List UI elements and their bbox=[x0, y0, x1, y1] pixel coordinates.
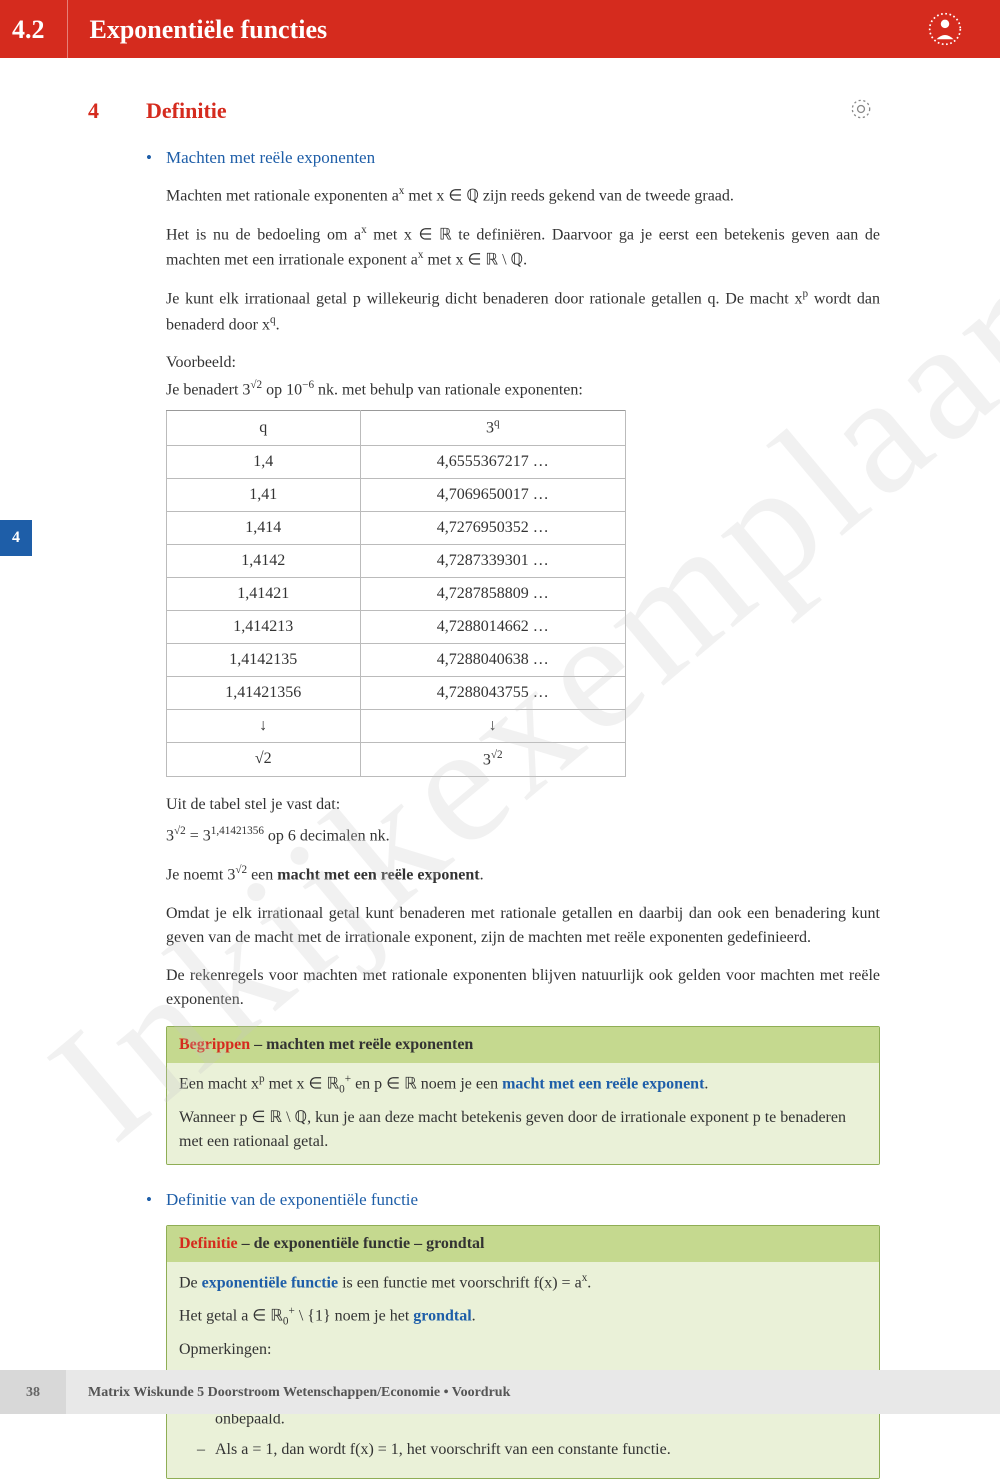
table-row: 1,41424,7287339301 … bbox=[167, 544, 626, 577]
box-header: Begrippen – machten met reële exponenten bbox=[167, 1027, 879, 1063]
table-cell: √2 bbox=[167, 742, 361, 776]
gear-icon bbox=[848, 96, 874, 122]
paragraph: De rekenregels voor machten met rational… bbox=[166, 964, 880, 1012]
table-cell: 1,4 bbox=[167, 445, 361, 478]
paragraph: 3√2 = 31,41421356 op 6 decimalen nk. bbox=[166, 823, 880, 848]
paragraph: Je noemt 3√2 een macht met een reële exp… bbox=[166, 862, 880, 887]
footer-text: Matrix Wiskunde 5 Doorstroom Wetenschapp… bbox=[66, 1382, 510, 1403]
table-cell: 4,7069650017 … bbox=[360, 478, 625, 511]
table-cell: 1,41421356 bbox=[167, 676, 361, 709]
chapter-number: 4.2 bbox=[0, 0, 68, 58]
paragraph: Het is nu de bedoeling om ax met x ∈ ℝ t… bbox=[166, 222, 880, 273]
table-row: 1,414214,7287858809 … bbox=[167, 577, 626, 610]
table-row: 1,414213564,7288043755 … bbox=[167, 676, 626, 709]
paragraph: Omdat je elk irrationaal getal kunt bena… bbox=[166, 902, 880, 950]
page-footer: 38 Matrix Wiskunde 5 Doorstroom Wetensch… bbox=[0, 1370, 1000, 1414]
person-icon bbox=[928, 12, 962, 46]
table-cell: 4,6555367217 … bbox=[360, 445, 625, 478]
example-text: Je benadert 3√2 op 10−6 nk. met behulp v… bbox=[166, 377, 880, 402]
table-cell: 1,41421 bbox=[167, 577, 361, 610]
table-cell: 4,7288043755 … bbox=[360, 676, 625, 709]
table-header: q bbox=[167, 411, 361, 445]
paragraph: Je kunt elk irrationaal getal p willekeu… bbox=[166, 286, 880, 337]
table-cell: 1,414 bbox=[167, 511, 361, 544]
table-row: 1,4144,7276950352 … bbox=[167, 511, 626, 544]
example-label: Voorbeeld: bbox=[166, 351, 880, 375]
table-cell: 4,7287858809 … bbox=[360, 577, 625, 610]
table-cell: 4,7288040638 … bbox=[360, 643, 625, 676]
chapter-title: Exponentiële functies bbox=[68, 10, 328, 49]
section-number: 4 bbox=[88, 94, 146, 127]
subsection-bullet: Machten met reële exponenten bbox=[146, 145, 880, 171]
table-cell: 1,4142 bbox=[167, 544, 361, 577]
subsection-bullet: Definitie van de exponentiële functie bbox=[146, 1187, 880, 1213]
concept-box: Begrippen – machten met reële exponenten… bbox=[166, 1026, 880, 1165]
paragraph: Machten met rationale exponenten ax met … bbox=[166, 183, 880, 208]
table-cell: 4,7288014662 … bbox=[360, 610, 625, 643]
table-header: 3q bbox=[360, 411, 625, 445]
chapter-header: 4.2 Exponentiële functies bbox=[0, 0, 1000, 58]
table-row: 1,41421354,7288040638 … bbox=[167, 643, 626, 676]
side-tab: 4 bbox=[0, 520, 32, 556]
remark-item: Als a = 1, dan wordt f(x) = 1, het voors… bbox=[197, 1438, 867, 1462]
box-header: Definitie – de exponentiële functie – gr… bbox=[167, 1226, 879, 1262]
table-cell: 1,4142135 bbox=[167, 643, 361, 676]
paragraph: Uit de tabel stel je vast dat: bbox=[166, 793, 880, 817]
definition-box: Definitie – de exponentiële functie – gr… bbox=[166, 1225, 880, 1479]
table-row: 1,44,6555367217 … bbox=[167, 445, 626, 478]
approximation-table: q 3q 1,44,6555367217 …1,414,7069650017 …… bbox=[166, 410, 626, 777]
section-title: Definitie bbox=[146, 94, 227, 127]
table-cell: 4,7287339301 … bbox=[360, 544, 625, 577]
table-cell: 1,41 bbox=[167, 478, 361, 511]
table-cell: 3√2 bbox=[360, 742, 625, 776]
table-row: 1,4142134,7288014662 … bbox=[167, 610, 626, 643]
table-cell: 4,7276950352 … bbox=[360, 511, 625, 544]
box-body: Een macht xp met x ∈ ℝ0+ en p ∈ ℝ noem j… bbox=[167, 1063, 879, 1164]
table-row: 1,414,7069650017 … bbox=[167, 478, 626, 511]
table-cell: ↓ bbox=[167, 709, 361, 742]
table-cell: ↓ bbox=[360, 709, 625, 742]
section-heading: 4 Definitie bbox=[88, 94, 880, 127]
table-cell: 1,414213 bbox=[167, 610, 361, 643]
page-number: 38 bbox=[0, 1370, 66, 1414]
